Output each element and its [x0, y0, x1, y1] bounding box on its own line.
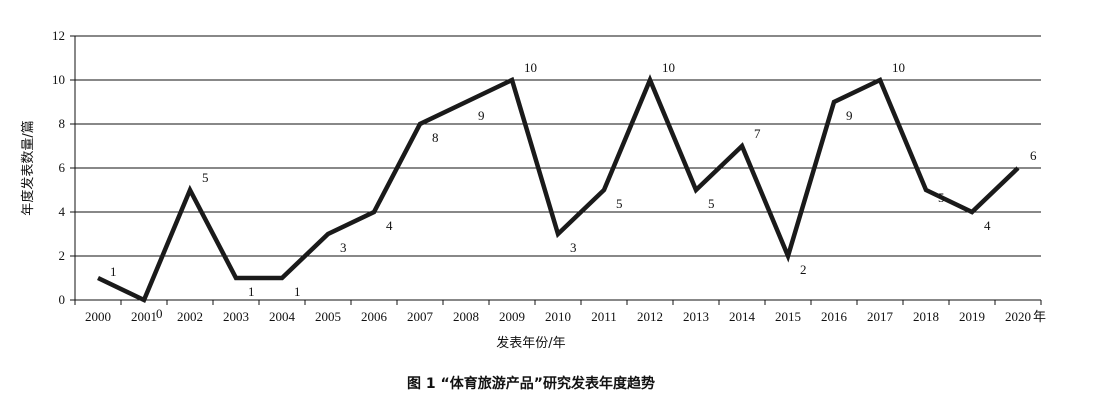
data-label: 9: [478, 108, 485, 123]
data-label: 1: [248, 284, 255, 299]
y-tick-label: 2: [59, 248, 66, 263]
data-label: 5: [616, 196, 623, 211]
x-tick-label: 2015: [775, 309, 801, 324]
series-line: [97, 74, 1020, 304]
y-tick-label: 10: [52, 72, 65, 87]
x-tick-label: 2003: [223, 309, 249, 324]
data-label: 5: [708, 196, 715, 211]
x-tick-label: 2017: [867, 309, 894, 324]
data-label: 5: [938, 190, 945, 205]
x-tick-label: 2009: [499, 309, 525, 324]
data-label: 0: [156, 306, 163, 321]
x-tick-label: 2020: [1005, 309, 1031, 324]
data-label: 10: [524, 60, 537, 75]
data-label: 9: [846, 108, 853, 123]
data-label: 8: [432, 130, 439, 145]
data-label: 7: [754, 126, 761, 141]
y-tick-label: 6: [59, 160, 66, 175]
x-tick-label: 2012: [637, 309, 663, 324]
data-label: 3: [570, 240, 577, 255]
data-label: 10: [892, 60, 905, 75]
data-label: 10: [662, 60, 675, 75]
figure-caption: 图 1 “体育旅游产品”研究发表年度趋势: [407, 375, 655, 392]
x-tick-label: 2011: [591, 309, 617, 324]
data-label: 5: [202, 170, 209, 185]
series: [97, 74, 1020, 304]
x-tick-label: 2006: [361, 309, 388, 324]
x-tick-label: 2008: [453, 309, 479, 324]
y-tick-label: 12: [52, 28, 65, 43]
y-tick-label: 0: [59, 292, 66, 307]
data-label: 6: [1030, 148, 1037, 163]
data-label: 4: [386, 218, 393, 233]
y-axis-title: 年度发表数量/篇: [20, 120, 36, 215]
x-tick-label: 2010: [545, 309, 571, 324]
x-tick-label: 2004: [269, 309, 296, 324]
x-tick-label: 2018: [913, 309, 939, 324]
data-label: 4: [984, 218, 991, 233]
x-tick-label: 2005: [315, 309, 341, 324]
gridlines: [75, 35, 1041, 257]
x-tick-label: 2014: [729, 309, 756, 324]
x-tick-label: 2019: [959, 309, 985, 324]
y-tick-label: 8: [59, 116, 66, 131]
x-tick-label: 2001: [131, 309, 157, 324]
data-label: 1: [110, 264, 117, 279]
data-label: 1: [294, 284, 301, 299]
data-label: 2: [800, 262, 807, 277]
x-tick-label: 2007: [407, 309, 434, 324]
y-tick-label: 4: [59, 204, 66, 219]
y-tick-labels: 0 2 4 6 8 10 12: [52, 28, 75, 307]
x-tick-label: 2000: [85, 309, 111, 324]
x-axis-title: 发表年份/年: [496, 335, 565, 351]
x-unit-suffix: 年: [1033, 310, 1046, 325]
x-tick-label: 2002: [177, 309, 203, 324]
x-tick-label: 2013: [683, 309, 709, 324]
x-tick-labels: 2000 2001 2002 2003 2004 2005 2006 2007 2008 2009…: [74, 300, 1046, 325]
x-tick-label: 2016: [821, 309, 848, 324]
data-label: 3: [340, 240, 347, 255]
